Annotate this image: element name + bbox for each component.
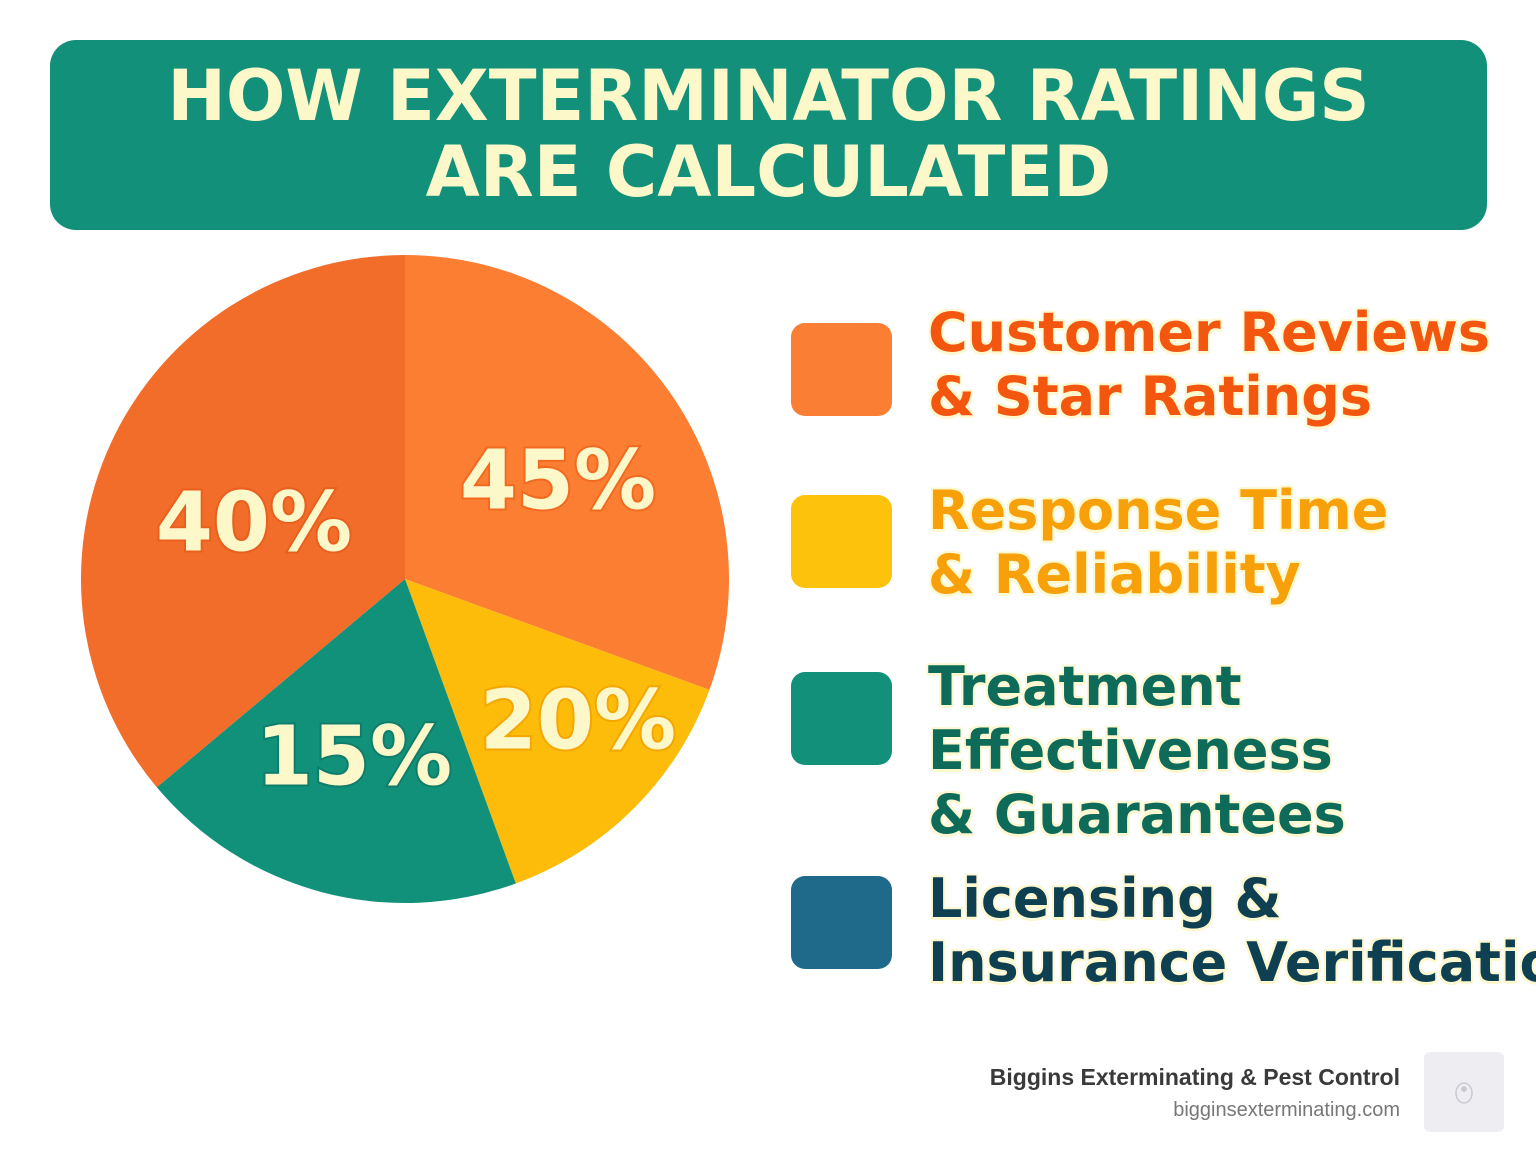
- legend-label-line: Insurance Verification: [928, 931, 1536, 994]
- pie-slice-15: [156, 579, 516, 903]
- legend-label: Treatment Effectiveness & Guarantees: [928, 655, 1346, 847]
- legend-label-line: Treatment: [928, 655, 1242, 718]
- legend-label-line: & Star Ratings: [928, 365, 1373, 428]
- pie-slice-45: [405, 255, 729, 690]
- pie-label-45: 45%: [460, 433, 656, 528]
- pie-label-40: 40%: [156, 475, 352, 570]
- pie-label-15: 15%: [256, 709, 452, 804]
- footer-brand: Biggins Exterminating & Pest Control big…: [990, 1064, 1400, 1122]
- page-title: HOW EXTERMINATOR RATINGS ARE CALCULATED: [50, 58, 1487, 210]
- legend-label-line: Response Time: [928, 479, 1389, 542]
- title-line-2: ARE CALCULATED: [425, 131, 1112, 213]
- company-name: Biggins Exterminating & Pest Control: [989, 1064, 1400, 1090]
- pie-label-20: 20%: [480, 673, 676, 768]
- legend-swatch: [791, 876, 892, 969]
- title-line-1: HOW EXTERMINATOR RATINGS: [167, 55, 1370, 137]
- legend-label-line: Customer Reviews: [928, 301, 1491, 364]
- pie-slice-20: [405, 579, 710, 884]
- legend-label-line: & Guarantees: [928, 783, 1346, 846]
- legend-label: Licensing & Insurance Verification: [928, 867, 1536, 995]
- legend-swatch: [791, 323, 892, 416]
- legend-label-line: & Reliability: [928, 543, 1301, 606]
- legend-swatch: [791, 672, 892, 765]
- legend-label-line: Effectiveness: [928, 719, 1333, 782]
- legend-label: Customer Reviews & Star Ratings: [928, 301, 1490, 429]
- legend-label-line: Licensing &: [928, 867, 1282, 930]
- pie-chart: 45% 20% 15% 40%: [81, 255, 729, 903]
- company-url: bigginsexterminating.com: [1173, 1099, 1400, 1121]
- legend-label: Response Time & Reliability: [928, 479, 1388, 607]
- legend-swatch: [791, 495, 892, 588]
- pest-logo-icon: [1424, 1052, 1504, 1132]
- title-banner: [50, 40, 1487, 230]
- pie-slice-40: [81, 255, 406, 788]
